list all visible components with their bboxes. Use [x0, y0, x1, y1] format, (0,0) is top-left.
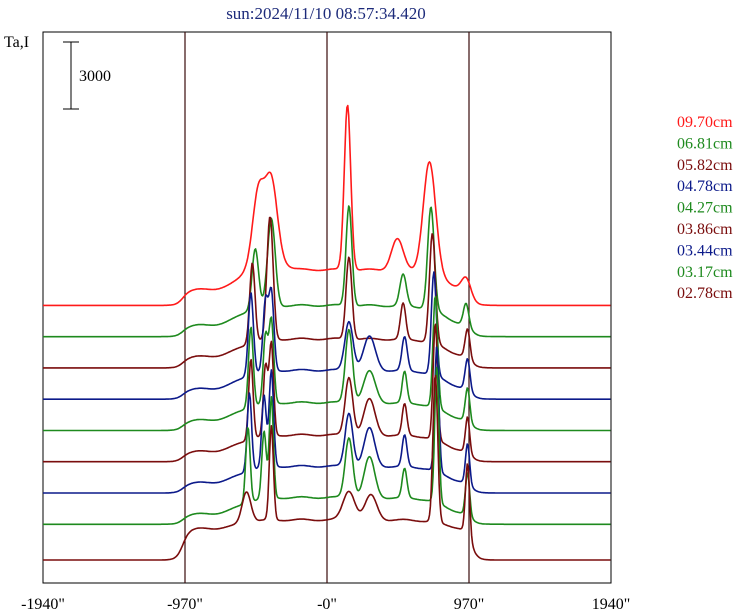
series-line-03.86cm: [43, 323, 611, 463]
y-axis-label: Ta,I: [4, 34, 29, 51]
x-tick-labels: -1940" -970" -0" 970" 1940": [21, 596, 630, 613]
legend-entry: 04.27cm: [677, 200, 733, 217]
chart-title: sun:2024/11/10 08:57:34.420: [226, 4, 426, 23]
series-line-03.44cm: [43, 346, 611, 494]
series-line-02.78cm: [43, 374, 611, 561]
x-tick-label: -1940": [21, 596, 65, 613]
series-line-03.17cm: [43, 366, 611, 526]
legend-entry: 06.81cm: [677, 135, 733, 152]
legend-entry: 03.86cm: [677, 221, 733, 238]
series-line-04.27cm: [43, 295, 611, 432]
legend-entry: 03.17cm: [677, 264, 733, 281]
series-line-04.78cm: [43, 271, 611, 400]
legend-entry: 04.78cm: [677, 178, 733, 195]
legend-entry: 05.82cm: [677, 157, 733, 174]
series-lines: [43, 104, 611, 561]
x-tick-label: 1940": [592, 596, 631, 613]
scale-bar-label: 3000: [79, 68, 111, 85]
legend-entry: 02.78cm: [677, 285, 733, 302]
series-line-06.81cm: [43, 205, 611, 338]
series-line-09.70cm: [43, 104, 611, 307]
x-tick-label: -970": [167, 596, 203, 613]
series-line-05.82cm: [43, 216, 611, 369]
scale-bar: 3000: [63, 41, 111, 110]
legend-entry: 09.70cm: [677, 114, 733, 131]
x-tick-label: -0": [317, 596, 337, 613]
legend-entry: 03.44cm: [677, 242, 733, 259]
x-tick-label: 970": [454, 596, 485, 613]
legend: 09.70cm 06.81cm 05.82cm 04.78cm 04.27cm 03.86…: [677, 114, 733, 302]
